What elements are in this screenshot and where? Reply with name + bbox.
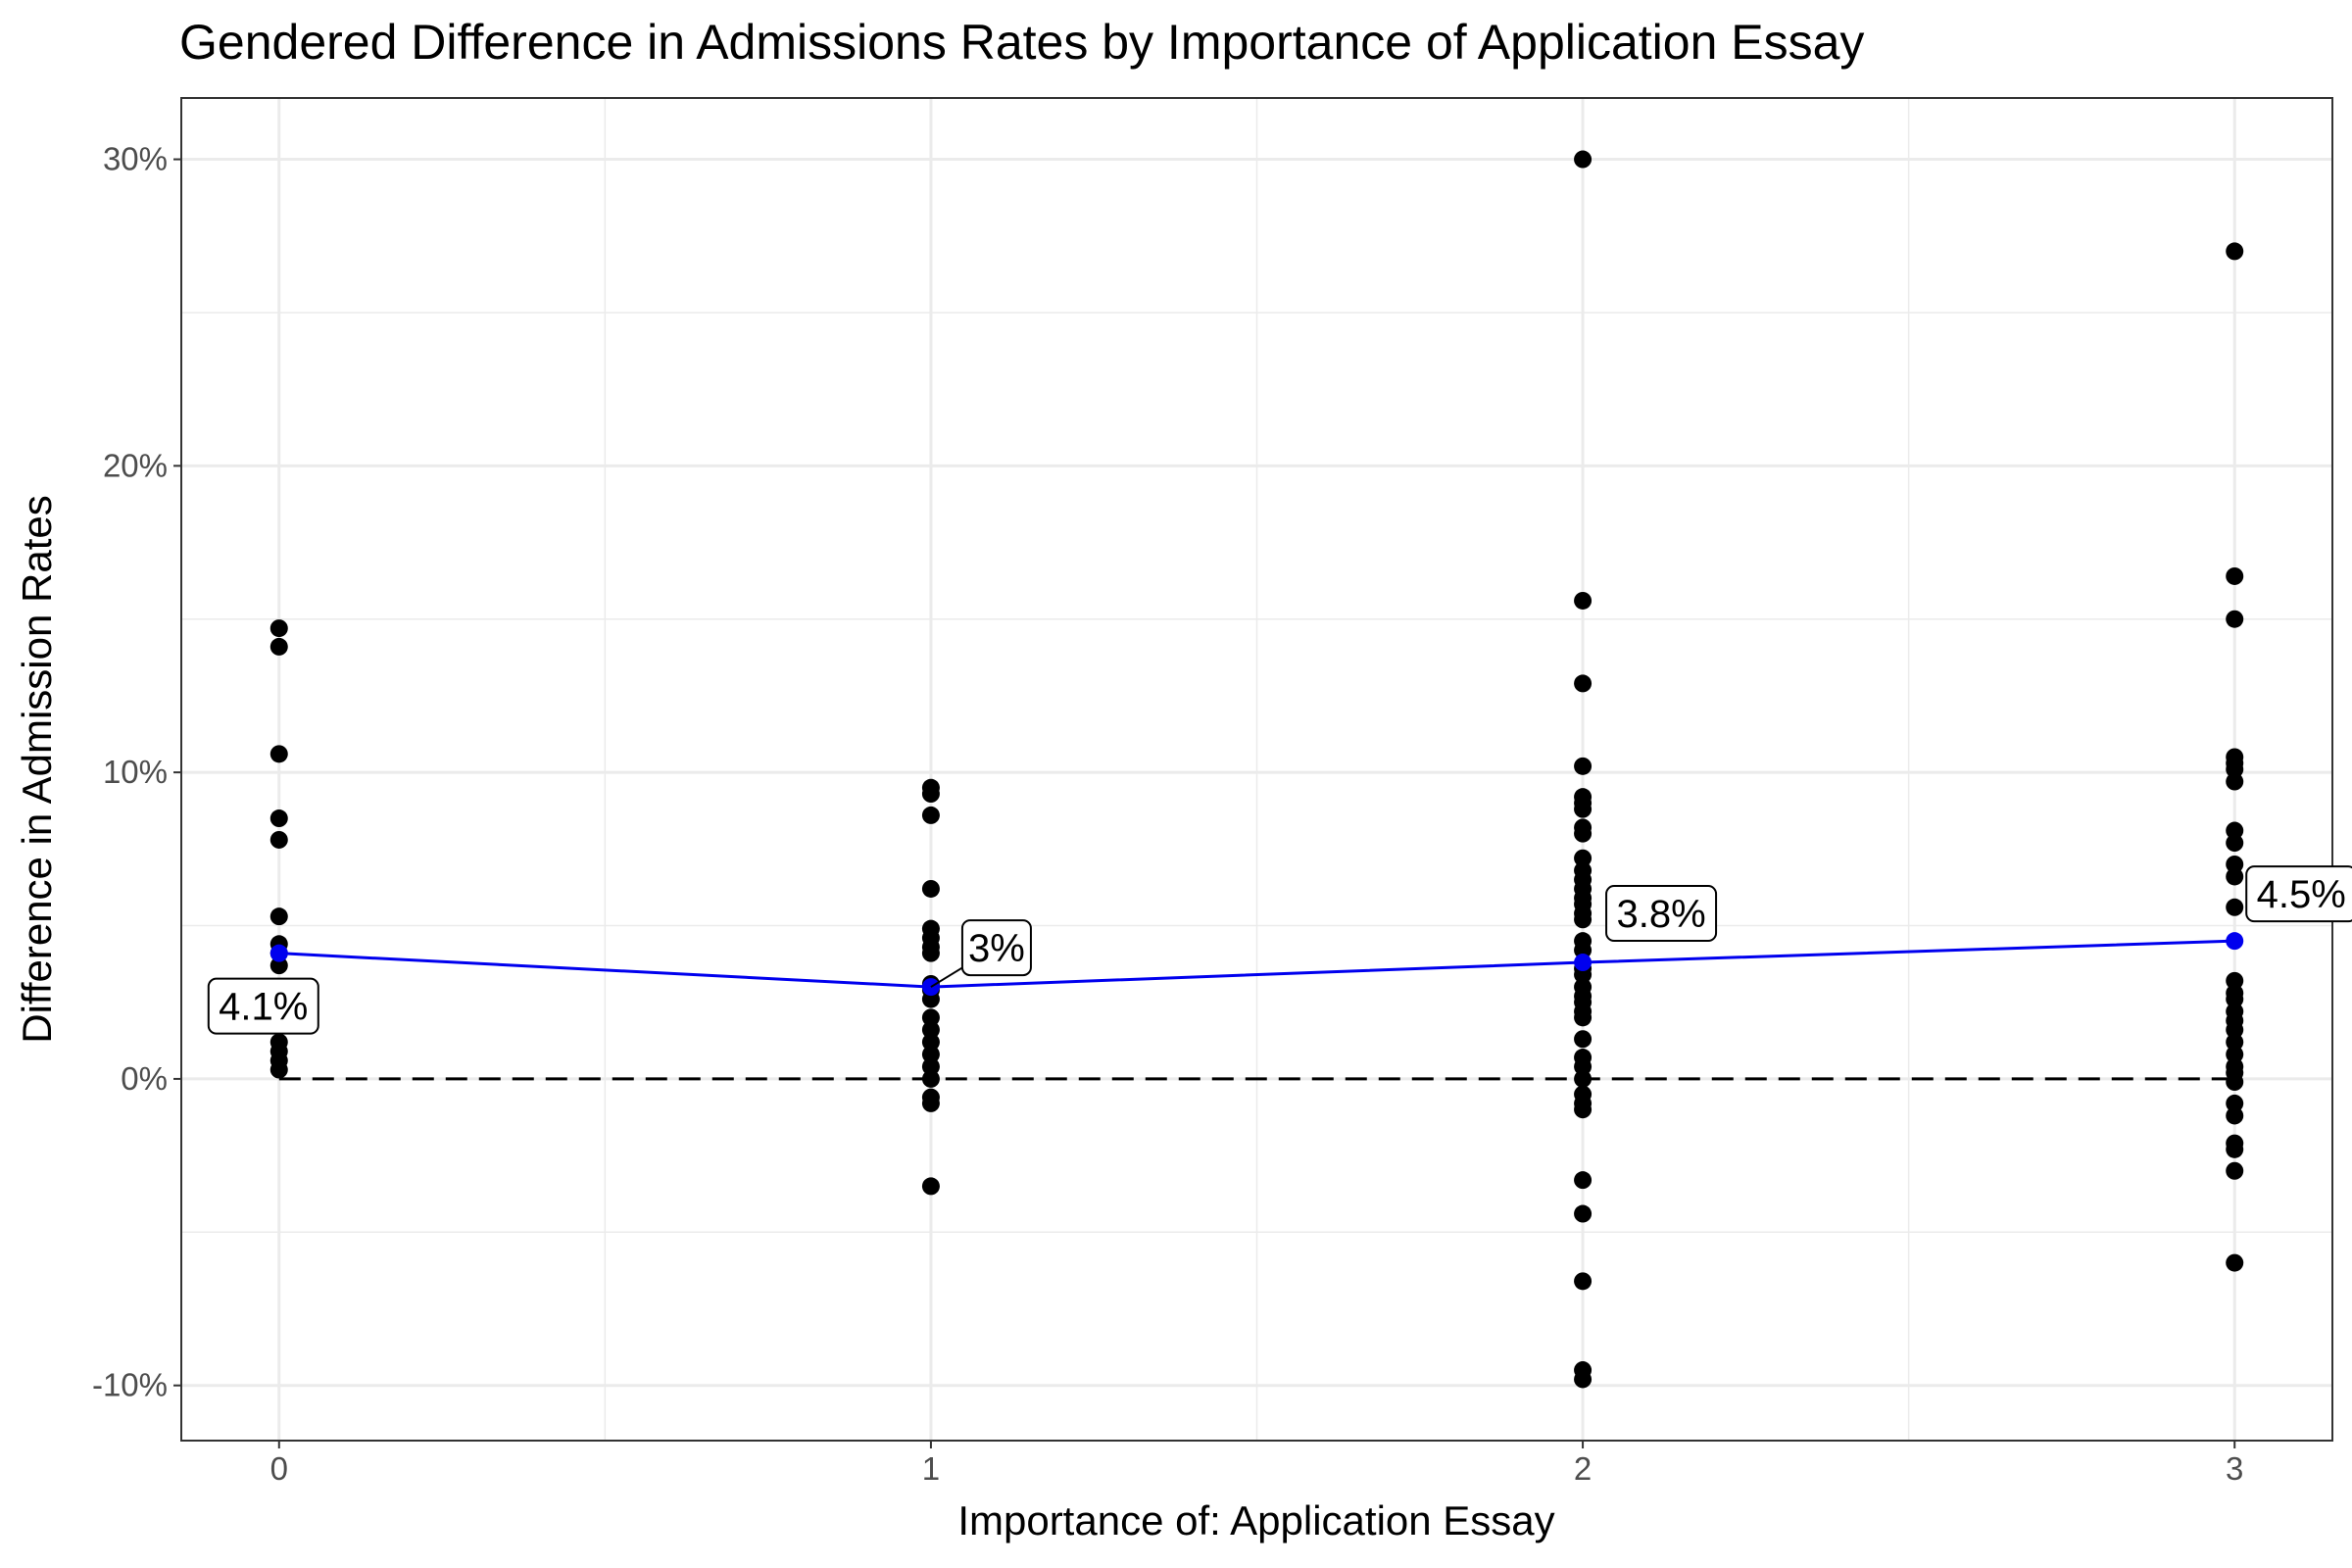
data-point — [921, 1069, 940, 1088]
data-point — [921, 806, 940, 824]
data-point — [921, 990, 940, 1008]
data-point — [2226, 971, 2244, 990]
data-point — [2226, 1045, 2244, 1063]
data-point — [1574, 1008, 1592, 1027]
data-point — [921, 1057, 940, 1076]
data-point — [1574, 1057, 1592, 1076]
panel-border — [180, 97, 2333, 1442]
data-point — [2226, 1073, 2244, 1092]
x-tick-label: 2 — [1574, 1450, 1592, 1487]
labels-layer: 4.1% 3% 3.8% 4.5% — [207, 865, 2352, 1035]
data-point — [1574, 1204, 1592, 1223]
mean-point — [270, 944, 288, 962]
data-point — [2226, 898, 2244, 916]
mean-point — [2226, 932, 2244, 951]
data-point — [1574, 800, 1592, 818]
axis-layer: -10% 0% 10% 20% 30% 0 1 2 3 — [92, 141, 2243, 1487]
grid-layer — [181, 98, 2332, 1441]
data-point — [270, 637, 288, 656]
data-point — [2226, 1253, 2244, 1272]
chart-title: Gendered Difference in Admissions Rates … — [179, 15, 1865, 70]
data-point — [1574, 941, 1592, 959]
data-point — [1574, 674, 1592, 693]
data-point — [270, 1060, 288, 1079]
data-point — [2226, 834, 2244, 853]
mean-label-leader — [930, 964, 967, 988]
mean-label: 3% — [968, 927, 1025, 970]
x-tick-label: 0 — [270, 1450, 288, 1487]
x-tick-label: 1 — [922, 1450, 940, 1487]
data-point — [2226, 1094, 2244, 1112]
data-point — [1574, 1370, 1592, 1389]
x-axis-title: Importance of: Application Essay — [957, 1497, 1554, 1544]
points-layer — [270, 150, 2244, 1389]
data-point — [1574, 824, 1592, 843]
data-point — [270, 830, 288, 849]
data-point — [2226, 1020, 2244, 1039]
data-point — [2226, 610, 2244, 628]
data-point — [270, 745, 288, 763]
data-point — [1574, 150, 1592, 169]
data-point — [1574, 1101, 1592, 1119]
data-point — [2226, 1161, 2244, 1180]
mean-label-box — [2245, 865, 2352, 923]
data-point — [2226, 772, 2244, 791]
mean-label: 3.8% — [1616, 893, 1705, 936]
mean-line — [278, 939, 2235, 989]
data-point — [921, 1020, 940, 1039]
data-point — [1574, 591, 1592, 610]
data-point — [1574, 757, 1592, 775]
data-point — [2226, 1106, 2244, 1125]
mean-points-layer — [270, 932, 2244, 997]
data-point — [2226, 855, 2244, 873]
data-point — [921, 879, 940, 898]
y-tick-label: 0% — [121, 1060, 168, 1097]
y-axis-title: Difference in Admission Rates — [14, 495, 60, 1044]
data-point — [921, 944, 940, 962]
data-point — [1574, 1272, 1592, 1291]
data-point — [921, 1045, 940, 1063]
y-tick-label: -10% — [92, 1367, 168, 1403]
data-point — [1574, 1030, 1592, 1049]
data-point — [1574, 849, 1592, 867]
data-point — [921, 1094, 940, 1112]
data-point — [1574, 1171, 1592, 1190]
data-point — [270, 809, 288, 828]
mean-label: 4.1% — [219, 986, 308, 1029]
mean-label-box — [1605, 885, 1718, 943]
mean-label-box — [960, 919, 1032, 977]
data-point — [2226, 760, 2244, 778]
mean-label-box — [207, 977, 319, 1035]
data-point — [921, 1177, 940, 1196]
data-point — [921, 1033, 940, 1052]
data-point — [921, 1008, 940, 1027]
data-point — [270, 956, 288, 975]
data-point — [1574, 965, 1592, 984]
data-point — [270, 907, 288, 926]
y-tick-label: 20% — [103, 447, 168, 483]
data-point — [2226, 867, 2244, 886]
data-point — [270, 619, 288, 638]
data-point — [2226, 242, 2244, 261]
x-tick-label: 3 — [2226, 1450, 2243, 1487]
data-point — [1574, 910, 1592, 929]
data-point — [2226, 990, 2244, 1008]
data-point — [2226, 1140, 2244, 1158]
mean-label: 4.5% — [2257, 873, 2346, 916]
data-point — [2226, 566, 2244, 585]
y-tick-label: 10% — [103, 754, 168, 790]
data-point — [921, 785, 940, 804]
data-point — [1574, 1069, 1592, 1088]
data-point — [2226, 821, 2244, 840]
data-point — [2226, 1033, 2244, 1052]
y-tick-label: 30% — [103, 141, 168, 177]
mean-point — [1574, 954, 1592, 972]
